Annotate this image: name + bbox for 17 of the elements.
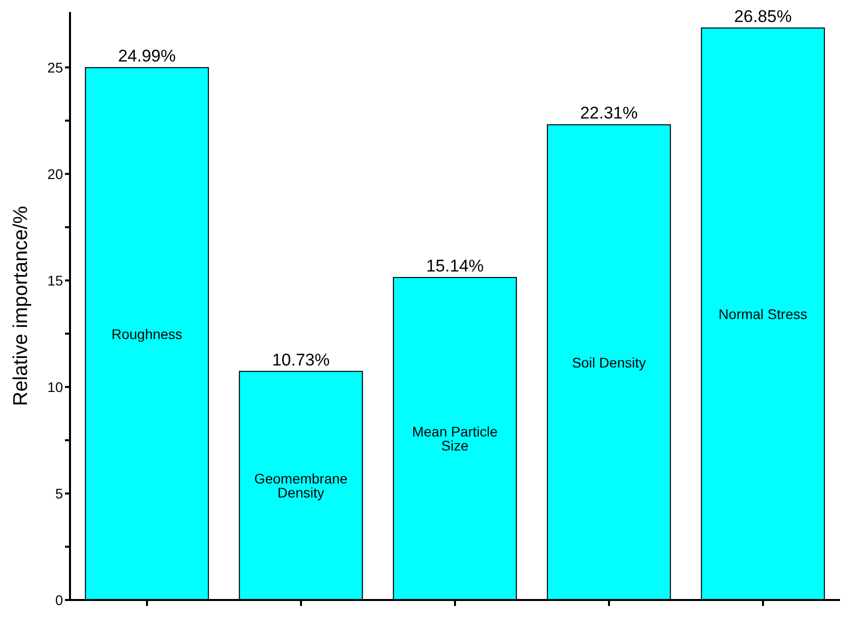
x-tick-label: Geomembrane Density xyxy=(254,470,348,501)
y-tick-label: 0 xyxy=(55,592,64,608)
data-label: 10.73% xyxy=(272,350,330,370)
data-label: 24.99% xyxy=(118,46,176,66)
x-tick-label: Roughness xyxy=(111,326,182,342)
y-tick-label: 10 xyxy=(47,378,64,395)
data-label: 15.14% xyxy=(426,256,484,276)
x-tick-label: Normal Stress xyxy=(718,306,808,322)
x-tick-label: Soil Density xyxy=(572,354,646,370)
y-tick-label: 20 xyxy=(47,166,64,182)
x-tick-label: Mean Particle Size xyxy=(412,424,498,454)
y-tick-label: 5 xyxy=(55,485,64,502)
y-tick-label: 25 xyxy=(47,59,64,76)
data-label: 26.85% xyxy=(734,6,792,26)
y-tick-label: 15 xyxy=(47,272,64,288)
data-label: 22.31% xyxy=(580,104,638,123)
y-axis-title: Relative importance/% xyxy=(10,206,32,406)
